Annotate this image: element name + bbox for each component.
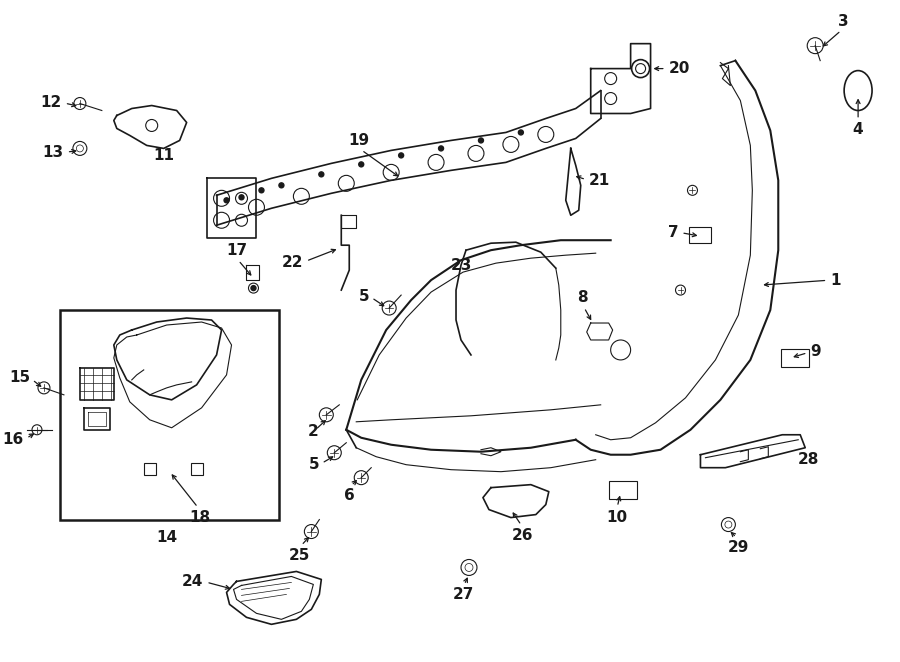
Text: 21: 21 <box>589 173 610 188</box>
Text: 23: 23 <box>450 258 472 273</box>
Text: 25: 25 <box>289 547 310 563</box>
Text: 11: 11 <box>153 148 175 163</box>
Text: 12: 12 <box>40 95 62 110</box>
Text: 6: 6 <box>344 488 355 502</box>
Text: 1: 1 <box>830 273 841 287</box>
Bar <box>608 481 636 498</box>
Bar <box>781 349 809 367</box>
Text: 16: 16 <box>3 432 24 448</box>
Text: 19: 19 <box>348 134 370 148</box>
Bar <box>689 227 711 243</box>
Text: 17: 17 <box>226 243 248 258</box>
Circle shape <box>259 188 264 193</box>
Text: 5: 5 <box>358 289 369 304</box>
Text: 7: 7 <box>668 224 679 240</box>
Text: 14: 14 <box>156 530 177 545</box>
Bar <box>60 310 279 520</box>
Text: 28: 28 <box>797 452 819 467</box>
Text: 29: 29 <box>728 540 749 555</box>
Text: 13: 13 <box>43 145 64 160</box>
Text: 26: 26 <box>512 528 534 543</box>
Text: 4: 4 <box>853 122 863 138</box>
Circle shape <box>359 162 364 167</box>
Text: 8: 8 <box>578 290 588 305</box>
Text: 3: 3 <box>838 14 849 28</box>
Text: 24: 24 <box>182 574 203 589</box>
Text: 2: 2 <box>308 424 319 440</box>
Circle shape <box>251 285 256 291</box>
Text: 22: 22 <box>282 255 303 269</box>
Text: 10: 10 <box>606 510 627 524</box>
Bar <box>144 463 156 475</box>
Text: 27: 27 <box>453 587 473 602</box>
Circle shape <box>438 146 444 151</box>
Text: 15: 15 <box>9 371 30 385</box>
Circle shape <box>279 183 284 188</box>
Circle shape <box>518 130 524 135</box>
Circle shape <box>399 153 403 158</box>
Bar <box>191 463 202 475</box>
Circle shape <box>224 198 229 203</box>
Circle shape <box>479 138 483 143</box>
Text: 18: 18 <box>189 510 211 524</box>
Circle shape <box>239 195 244 200</box>
Text: 20: 20 <box>669 61 690 76</box>
Text: 9: 9 <box>810 344 821 359</box>
Circle shape <box>319 172 324 177</box>
Text: 5: 5 <box>309 457 320 472</box>
